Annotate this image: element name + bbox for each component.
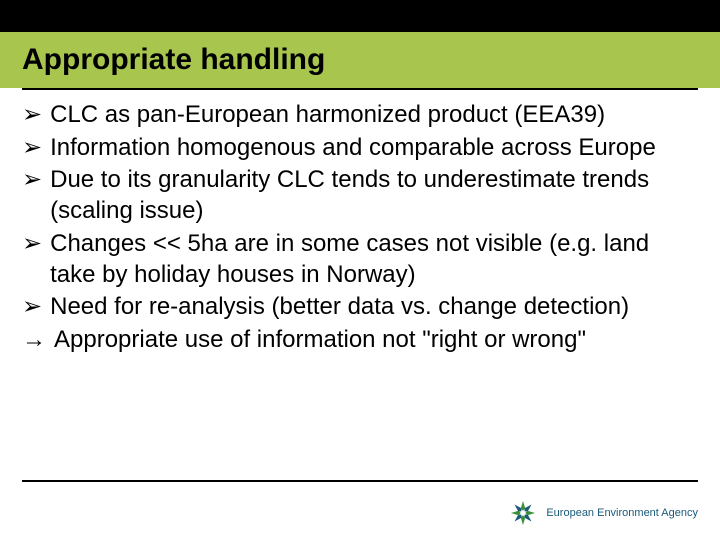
- agency-name: European Environment Agency: [546, 507, 698, 519]
- bullet-item: ➢ Need for re-analysis (better data vs. …: [22, 292, 698, 323]
- top-black-bar: [0, 0, 720, 32]
- bullet-item: ➢ CLC as pan-European harmonized product…: [22, 100, 698, 131]
- bullet-list: ➢ CLC as pan-European harmonized product…: [22, 100, 698, 356]
- slide-title: Appropriate handling: [22, 43, 325, 77]
- arrow-right-icon: ➢: [22, 133, 42, 164]
- bullet-text: Information homogenous and comparable ac…: [50, 133, 656, 164]
- bullet-item: ➢ Due to its granularity CLC tends to un…: [22, 165, 698, 226]
- arrow-right-icon: ➢: [22, 292, 42, 323]
- bullet-item: → Appropriate use of information not "ri…: [22, 325, 698, 356]
- bullet-text: Need for re-analysis (better data vs. ch…: [50, 292, 629, 323]
- bullet-text: CLC as pan-European harmonized product (…: [50, 100, 605, 131]
- bullet-text: Appropriate use of information not "righ…: [54, 325, 586, 356]
- eea-logo-icon: [508, 498, 538, 528]
- bullet-text: Changes << 5ha are in some cases not vis…: [50, 229, 698, 290]
- bullet-item: ➢ Information homogenous and comparable …: [22, 133, 698, 164]
- footer-logo: European Environment Agency: [508, 498, 698, 528]
- arrow-right-icon: ➢: [22, 165, 42, 196]
- bullet-text: Due to its granularity CLC tends to unde…: [50, 165, 698, 226]
- title-band: Appropriate handling: [0, 32, 720, 88]
- arrow-right-icon: →: [22, 325, 46, 356]
- bullet-item: ➢ Changes << 5ha are in some cases not v…: [22, 229, 698, 290]
- content-area: ➢ CLC as pan-European harmonized product…: [0, 90, 720, 356]
- arrow-right-icon: ➢: [22, 100, 42, 131]
- bottom-divider: [22, 480, 698, 482]
- arrow-right-icon: ➢: [22, 229, 42, 260]
